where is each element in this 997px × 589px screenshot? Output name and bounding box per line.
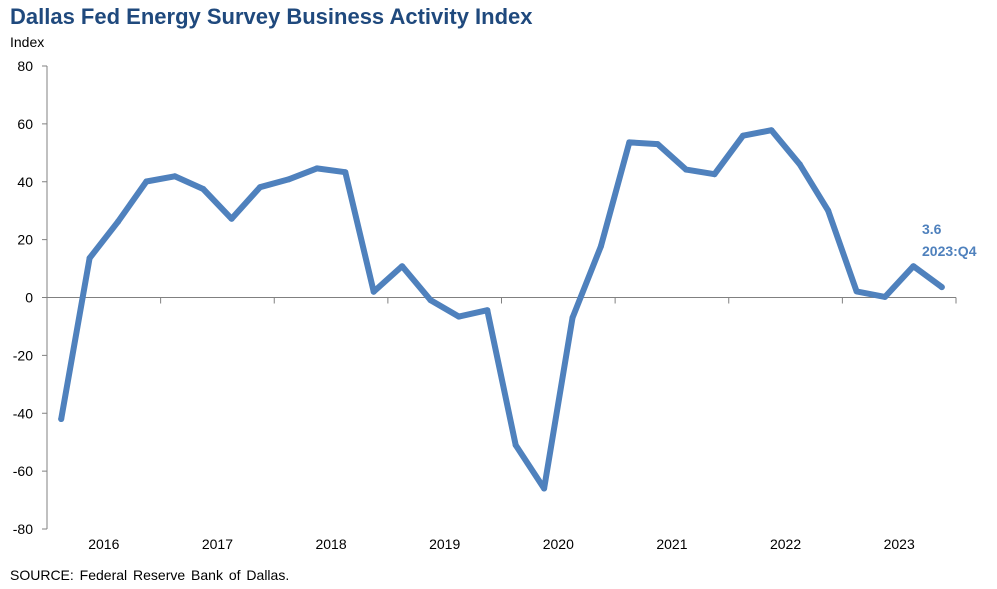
data-point: [228, 215, 235, 222]
data-point: [882, 293, 888, 300]
y-tick-label: 60: [17, 116, 33, 132]
data-point: [171, 173, 178, 180]
y-axis-tick-labels: 80 60 40 20 0 -20 -40 -60 -80: [13, 58, 33, 537]
x-year-label: 2019: [429, 536, 460, 552]
data-point: [257, 184, 263, 191]
x-year-label: 2018: [315, 536, 346, 552]
data-point: [541, 485, 548, 492]
annotation-value: 3.6: [922, 221, 942, 237]
series-line: [58, 127, 945, 492]
data-point: [285, 176, 292, 183]
data-point: [115, 218, 121, 225]
data-point: [313, 165, 320, 172]
data-point: [938, 284, 945, 291]
x-axis-year-labels: 2016 2017 2018 2019 2020 2021 2022 2023: [88, 536, 915, 552]
data-point: [768, 127, 775, 134]
y-tick-label: 40: [17, 174, 33, 190]
y-tick-label: -40: [13, 405, 33, 421]
y-tick-label: -80: [13, 521, 33, 537]
chart-title: Dallas Fed Energy Survey Business Activi…: [10, 4, 533, 29]
x-year-label: 2023: [884, 536, 915, 552]
data-point: [740, 132, 746, 139]
data-point: [626, 139, 633, 146]
data-point: [512, 442, 519, 449]
data-point: [484, 307, 491, 314]
data-point: [58, 416, 65, 422]
data-point: [853, 288, 860, 295]
annotation-period: 2023:Q4: [922, 243, 977, 259]
x-year-label: 2021: [656, 536, 687, 552]
y-tick-label: -60: [13, 463, 33, 479]
y-axis-label: Index: [10, 34, 45, 50]
data-point: [683, 166, 690, 173]
x-axis-ticks: [46, 297, 957, 304]
data-point: [86, 255, 93, 262]
y-axis-ticks: [42, 65, 47, 530]
data-point: [370, 288, 377, 295]
data-point: [910, 263, 917, 270]
data-point: [711, 171, 718, 178]
series-layer: [58, 127, 945, 492]
data-point: [569, 314, 576, 321]
y-tick-label: 80: [17, 58, 33, 74]
data-point: [143, 178, 150, 185]
y-tick-label: 0: [25, 290, 33, 306]
x-year-label: 2017: [202, 536, 233, 552]
data-point: [825, 207, 832, 214]
x-year-label: 2020: [543, 536, 574, 552]
data-point: [654, 141, 661, 148]
end-annotation: 3.6 2023:Q4: [922, 221, 977, 259]
data-point: [342, 169, 349, 176]
data-point: [427, 297, 434, 304]
y-tick-label: 20: [17, 232, 33, 248]
data-point: [796, 161, 803, 168]
y-tick-label: -20: [13, 347, 33, 363]
x-year-label: 2016: [88, 536, 119, 552]
source-note: SOURCE: Federal Reserve Bank of Dallas.: [10, 567, 290, 583]
data-point: [597, 243, 604, 250]
x-year-label: 2022: [770, 536, 801, 552]
data-point: [200, 186, 207, 192]
data-point: [399, 263, 406, 270]
data-point: [455, 313, 462, 320]
